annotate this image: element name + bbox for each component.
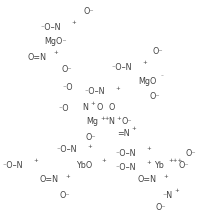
- Text: +: +: [87, 143, 91, 148]
- Text: O⁻: O⁻: [60, 191, 70, 201]
- Text: N: N: [82, 102, 87, 112]
- Text: +: +: [65, 174, 69, 179]
- Text: +: +: [90, 100, 94, 105]
- Text: +: +: [145, 161, 150, 166]
- Text: YbO: YbO: [76, 161, 92, 169]
- Text: +: +: [162, 174, 167, 179]
- Text: +: +: [145, 146, 150, 151]
- Text: +: +: [100, 158, 105, 163]
- Text: ⁻O–N: ⁻O–N: [56, 146, 76, 155]
- Text: Yb: Yb: [153, 161, 163, 169]
- Text: ++: ++: [100, 115, 109, 120]
- Text: O=N: O=N: [137, 176, 156, 184]
- Text: O⁻: O⁻: [62, 66, 72, 74]
- Text: O⁻: O⁻: [84, 8, 94, 16]
- Text: O=N: O=N: [28, 53, 47, 61]
- Text: +: +: [115, 115, 120, 120]
- Text: ⁻: ⁻: [160, 76, 163, 81]
- Text: O⁻: O⁻: [155, 202, 166, 212]
- Text: +++: +++: [167, 158, 181, 163]
- Text: ⁻O–N: ⁻O–N: [2, 161, 22, 169]
- Text: O⁻: O⁻: [185, 148, 196, 158]
- Text: +: +: [33, 158, 38, 163]
- Text: +: +: [173, 189, 178, 194]
- Text: =N: =N: [116, 128, 129, 138]
- Text: O=N: O=N: [40, 176, 59, 184]
- Text: O⁻: O⁻: [121, 117, 132, 127]
- Text: O⁻: O⁻: [178, 161, 189, 169]
- Text: +: +: [130, 127, 135, 132]
- Text: ⁻O–N: ⁻O–N: [40, 23, 60, 31]
- Text: O⁻: O⁻: [149, 92, 160, 102]
- Text: O: O: [108, 102, 115, 112]
- Text: ⁻O–N: ⁻O–N: [114, 148, 135, 158]
- Text: O⁻: O⁻: [152, 48, 163, 56]
- Text: +: +: [114, 85, 119, 90]
- Text: ⁻O–N: ⁻O–N: [114, 163, 135, 171]
- Text: N: N: [107, 117, 113, 127]
- Text: ⁻O: ⁻O: [62, 84, 72, 92]
- Text: +: +: [53, 51, 57, 56]
- Text: O⁻: O⁻: [86, 133, 96, 141]
- Text: +: +: [71, 20, 75, 26]
- Text: ⁻O: ⁻O: [58, 104, 68, 112]
- Text: MgO⁻: MgO⁻: [44, 38, 66, 46]
- Text: +: +: [141, 61, 146, 66]
- Text: ⁻O–N: ⁻O–N: [84, 87, 104, 97]
- Text: MgO: MgO: [137, 77, 156, 87]
- Text: ⁻N: ⁻N: [161, 191, 171, 199]
- Text: Mg: Mg: [86, 117, 98, 127]
- Text: ⁻O–N: ⁻O–N: [110, 62, 131, 71]
- Text: O: O: [97, 102, 103, 112]
